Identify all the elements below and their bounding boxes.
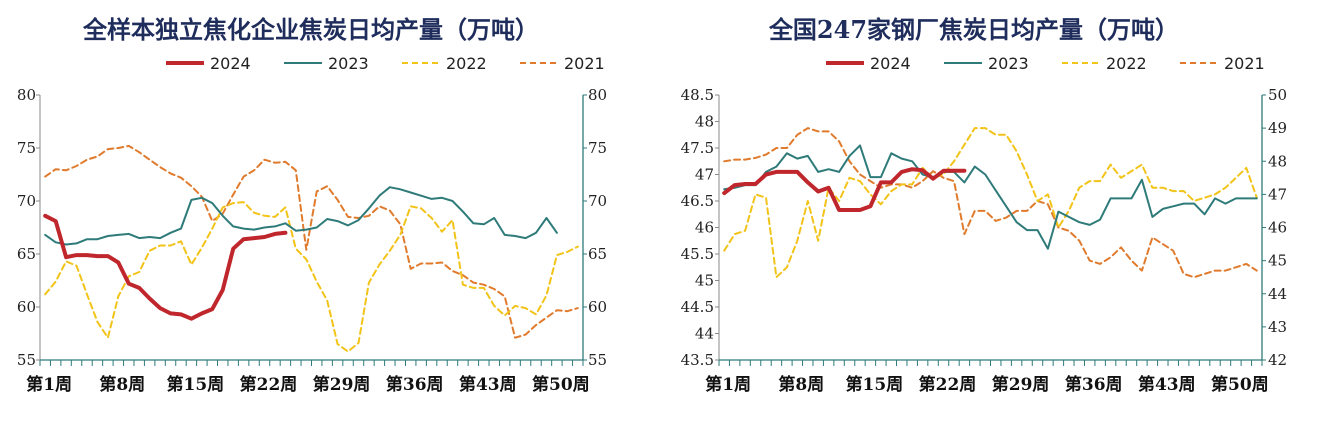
x-tick-label: 第36周: [386, 374, 444, 395]
x-tick-label: 第22周: [919, 374, 977, 395]
x-tick-label: 第50周: [1211, 374, 1269, 395]
right-tick-label: 70: [588, 192, 607, 210]
left-tick-label: 45.5: [681, 245, 714, 263]
x-tick-label: 第1周: [705, 374, 751, 395]
right-tick-label: 43: [1268, 318, 1287, 336]
legend-label-2023: 2023: [328, 54, 369, 73]
series-line-2023: [723, 144, 1258, 250]
x-tick-label: 第29周: [313, 374, 371, 395]
chart-title: 全样本独立焦化企业焦炭日均产量（万吨）: [82, 15, 539, 44]
left-tick-label: 47.5: [681, 139, 714, 157]
legend-label-2024: 2024: [870, 54, 911, 73]
left-tick-label: 48: [695, 113, 714, 131]
left-tick-label: 43.5: [681, 351, 714, 369]
right-tick-label: 60: [588, 298, 607, 316]
right-tick-label: 80: [588, 86, 607, 104]
right-tick-label: 50: [1268, 86, 1287, 104]
x-tick-label: 第22周: [240, 374, 298, 395]
right-tick-label: 55: [588, 351, 607, 369]
left-tick-label: 75: [17, 139, 36, 157]
series-line-2022: [44, 201, 579, 353]
legend-label-2021: 2021: [564, 54, 605, 73]
x-tick-label: 第8周: [99, 374, 145, 395]
legend-label-2023: 2023: [988, 54, 1029, 73]
right-tick-label: 46: [1268, 219, 1287, 237]
series-line-2021: [44, 144, 579, 339]
legend-label-2022: 2022: [1106, 54, 1147, 73]
x-tick-label: 第29周: [992, 374, 1050, 395]
legend-label-2021: 2021: [1224, 54, 1265, 73]
left-tick-label: 44: [695, 325, 714, 343]
chart-panel-1: 全样本独立焦化企业焦炭日均产量（万吨） 2024 2023 2022 2021 55 60 6…: [17, 15, 607, 395]
left-tick-label: 80: [17, 86, 36, 104]
left-tick-label: 55: [17, 351, 36, 369]
right-tick-label: 48: [1268, 152, 1287, 170]
legend: 2024 2023 2022 2021: [166, 54, 605, 73]
x-tick-label: 第50周: [532, 374, 590, 395]
right-tick-label: 49: [1268, 119, 1287, 137]
left-tick-label: 44.5: [681, 298, 714, 316]
left-tick-label: 70: [17, 192, 36, 210]
series-line-2023: [44, 186, 558, 246]
legend-label-2024: 2024: [210, 54, 251, 73]
right-tick-label: 65: [588, 245, 607, 263]
series-line-2024: [722, 167, 967, 212]
x-tick-label: 第1周: [26, 374, 72, 395]
right-tick-label: 44: [1268, 285, 1287, 303]
left-tick-label: 45: [695, 272, 714, 290]
x-tick-label: 第15周: [846, 374, 904, 395]
legend: 2024 2023 2022 2021: [826, 54, 1265, 73]
right-tick-label: 42: [1268, 351, 1287, 369]
x-tick-label: 第36周: [1065, 374, 1123, 395]
left-tick-label: 48.5: [681, 86, 714, 104]
left-tick-label: 65: [17, 245, 36, 263]
right-tick-label: 47: [1268, 185, 1287, 203]
x-tick-label: 第8周: [778, 374, 824, 395]
legend-label-2022: 2022: [446, 54, 487, 73]
series-line-2024: [43, 213, 288, 321]
right-tick-label: 45: [1268, 252, 1287, 270]
series-line-2021: [723, 127, 1258, 279]
x-tick-label: 第43周: [1138, 374, 1196, 395]
x-tick-label: 第15周: [167, 374, 225, 395]
chart-panel-2: 全国247家钢厂焦炭日均产量（万吨） 2024 2023 2022 2021 43.5 44…: [681, 15, 1288, 395]
chart-title: 全国247家钢厂焦炭日均产量（万吨）: [768, 15, 1179, 44]
left-tick-label: 60: [17, 298, 36, 316]
left-tick-label: 46.5: [681, 192, 714, 210]
series-line-2022: [723, 127, 1258, 279]
left-tick-label: 47: [695, 166, 714, 184]
x-tick-label: 第43周: [459, 374, 517, 395]
left-tick-label: 46: [695, 219, 714, 237]
right-tick-label: 75: [588, 139, 607, 157]
